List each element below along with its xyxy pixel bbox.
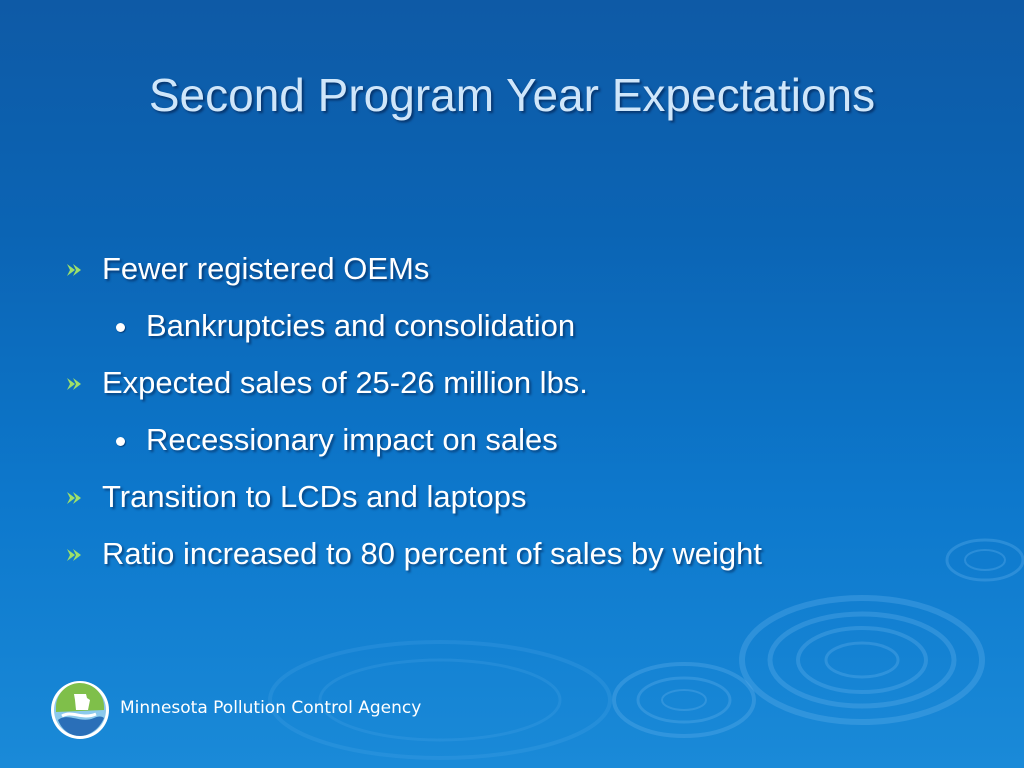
bullet-item: Transition to LCDs and laptops — [60, 474, 1010, 531]
mpca-logo-icon — [51, 681, 109, 739]
bullet-text: Transition to LCDs and laptops — [102, 479, 527, 514]
bullet-text: Fewer registered OEMs — [102, 251, 430, 286]
bullet-item: Expected sales of 25-26 million lbs. — [60, 360, 1010, 417]
bullet-text: Expected sales of 25-26 million lbs. — [102, 365, 588, 400]
arrow-bullet-icon — [67, 378, 81, 390]
dot-bullet-icon — [116, 437, 125, 446]
bullet-item: Ratio increased to 80 percent of sales b… — [60, 531, 1010, 588]
sub-bullet-item: Bankruptcies and consolidation — [60, 303, 1010, 360]
sub-bullet-text: Bankruptcies and consolidation — [146, 308, 576, 343]
sub-bullet-item: Recessionary impact on sales — [60, 417, 1010, 474]
arrow-bullet-icon — [67, 492, 81, 504]
arrow-bullet-icon — [67, 264, 81, 276]
bullet-list: Fewer registered OEMs Bankruptcies and c… — [60, 246, 1010, 588]
agency-name: Minnesota Pollution Control Agency — [120, 698, 422, 718]
bullet-item: Fewer registered OEMs — [60, 246, 1010, 303]
slide-title: Second Program Year Expectations — [148, 69, 876, 121]
bullet-text: Ratio increased to 80 percent of sales b… — [102, 536, 762, 571]
sub-bullet-text: Recessionary impact on sales — [146, 422, 558, 457]
arrow-bullet-icon — [67, 549, 81, 561]
dot-bullet-icon — [116, 323, 125, 332]
